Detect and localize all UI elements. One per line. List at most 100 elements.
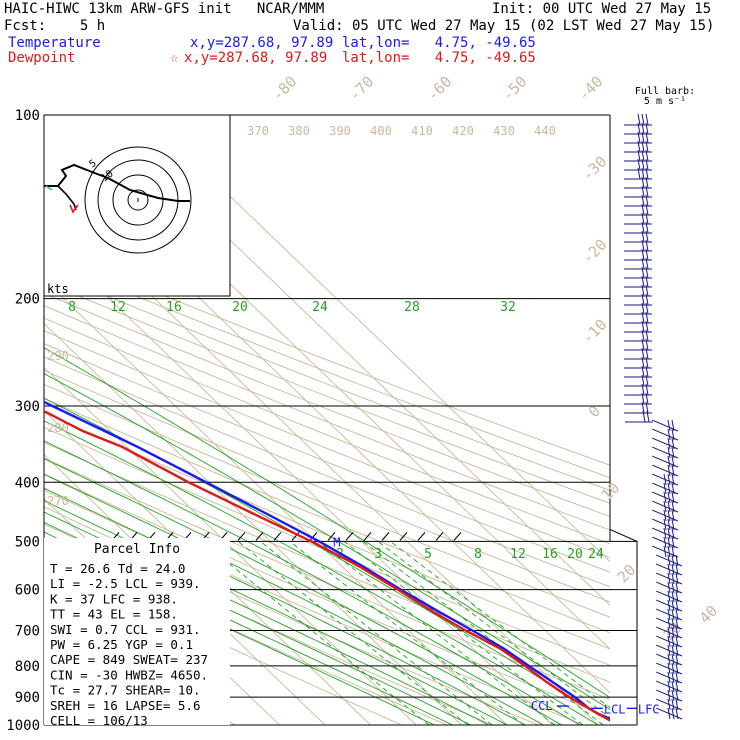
isotherm-label: 20 xyxy=(614,561,640,587)
wind-barb xyxy=(652,455,679,468)
parcel-info-row: T = 26.6 Td = 24.0 xyxy=(50,561,185,576)
pressure-tick-label: 100 xyxy=(15,108,40,124)
wind-barb-flag xyxy=(675,662,679,675)
wind-barb-flag xyxy=(641,167,645,180)
wind-barb-flag xyxy=(641,203,645,216)
wind-barb-flag xyxy=(675,626,679,639)
wind-barb-flag xyxy=(641,356,645,369)
wind-barb-flag xyxy=(641,338,645,351)
wind-barb-flag xyxy=(671,689,675,702)
wind-barb xyxy=(656,599,683,612)
wind-barb-flag xyxy=(637,167,641,180)
wind-barb-flag xyxy=(663,536,667,549)
level-tick xyxy=(363,532,372,541)
wind-barb-flag xyxy=(675,599,679,612)
parcel-info-row: PW = 6.25 YGP = 0.1 xyxy=(50,637,193,652)
isotherm-label: -20 xyxy=(579,236,611,268)
ccl-label: CCL xyxy=(531,699,553,713)
wind-barb-flag xyxy=(641,365,645,378)
mixing-ratio-line xyxy=(237,541,469,725)
wind-barb-flag xyxy=(667,509,671,522)
barb-legend-title: Full barb: xyxy=(635,86,695,97)
mixing-ratio-label: 28 xyxy=(404,300,420,315)
wind-barb xyxy=(624,311,652,324)
wind-barb xyxy=(656,653,683,666)
dry-adiabat-line xyxy=(44,383,610,618)
init-time: Init: 00 UTC Wed 27 May 15 xyxy=(492,1,712,17)
dry-adiabat-line xyxy=(44,269,610,491)
wind-barb-flag xyxy=(645,266,649,279)
wind-barb-flag xyxy=(675,653,679,666)
level-tick xyxy=(237,532,246,541)
wind-barb-flag xyxy=(645,257,649,270)
wind-barb-flag xyxy=(663,509,667,522)
wind-barb-flag xyxy=(645,383,649,396)
wind-barb-flag xyxy=(645,113,649,126)
dry-adiabat-line xyxy=(44,473,610,718)
theta-label: 440 xyxy=(534,124,556,138)
wind-barb-flag xyxy=(642,410,646,423)
wind-barb-flag xyxy=(667,518,671,531)
mixing-ratio-label: 12 xyxy=(510,547,526,562)
wind-barb-flag xyxy=(675,554,679,567)
wind-barb xyxy=(624,194,652,207)
wind-barb-flag xyxy=(641,374,645,387)
wind-barb xyxy=(652,428,679,441)
wind-barb xyxy=(652,509,679,522)
wind-barb-flag xyxy=(637,113,641,126)
wind-barb xyxy=(656,581,683,594)
wind-barb-flag xyxy=(641,248,645,261)
theta-label: 290 xyxy=(47,349,69,363)
wind-barb xyxy=(656,680,683,693)
wind-barb-flag xyxy=(641,311,645,324)
wind-barb-flag xyxy=(645,320,649,333)
mixing-ratio-line xyxy=(318,541,556,725)
wind-barb-flag xyxy=(671,509,675,522)
mixing-ratio-line xyxy=(201,541,430,725)
wind-barb xyxy=(624,329,652,342)
wind-barb-flag xyxy=(641,113,645,126)
theta-label: 430 xyxy=(493,124,515,138)
wind-barb-flag xyxy=(671,608,675,621)
pressure-tick-label: 700 xyxy=(15,624,40,640)
wind-barb-flag xyxy=(671,581,675,594)
hodograph-ring-label: 5 xyxy=(87,158,98,170)
wind-barb xyxy=(656,608,683,621)
parcel-info-row: CELL = 106/13 xyxy=(50,713,148,728)
wind-barb-flag xyxy=(645,392,649,405)
mixing-ratio-label: 20 xyxy=(567,547,583,562)
isotherm-label: 0 xyxy=(585,402,604,421)
wind-barb-flag xyxy=(663,473,667,486)
wind-barb-flag xyxy=(671,653,675,666)
wind-barb-flag xyxy=(645,158,649,171)
level-tick xyxy=(345,532,354,541)
wind-barb-flag xyxy=(667,572,671,585)
wind-barb xyxy=(652,437,679,450)
wind-barb xyxy=(624,167,652,180)
parcel-info-row: SREH = 16 LAPSE= 5.6 xyxy=(50,698,201,713)
dry-adiabat-line xyxy=(44,442,610,683)
wind-barb-flag xyxy=(667,464,671,477)
wind-barb-flag xyxy=(645,230,649,243)
theta-label: 390 xyxy=(329,124,351,138)
wind-barb-flag xyxy=(671,527,675,540)
storm-motion-icon xyxy=(69,204,79,214)
temperature-xy: x,y=287.68, 97.89 xyxy=(190,35,334,51)
pressure-tick-label: 800 xyxy=(15,659,40,675)
wind-barb-flag xyxy=(667,689,671,702)
wind-barb-flag xyxy=(671,428,675,441)
wind-barb-flag xyxy=(675,635,679,648)
parcel-info-row: LI = -2.5 LCL = 939. xyxy=(50,576,201,591)
wind-barb-flag xyxy=(671,554,675,567)
wind-barb-flag xyxy=(671,518,675,531)
wind-barb-flag xyxy=(671,626,675,639)
isotherm-line xyxy=(44,366,417,725)
mixing-ratio-label: 24 xyxy=(312,300,328,315)
wind-barb xyxy=(652,545,679,558)
dewpoint-xy: x,y=287.68, 97.89 xyxy=(184,50,328,66)
lcl-label: LCL xyxy=(604,702,626,716)
pressure-tick-label: 400 xyxy=(15,475,40,491)
wind-barb xyxy=(624,257,652,270)
wind-barb xyxy=(656,671,683,684)
